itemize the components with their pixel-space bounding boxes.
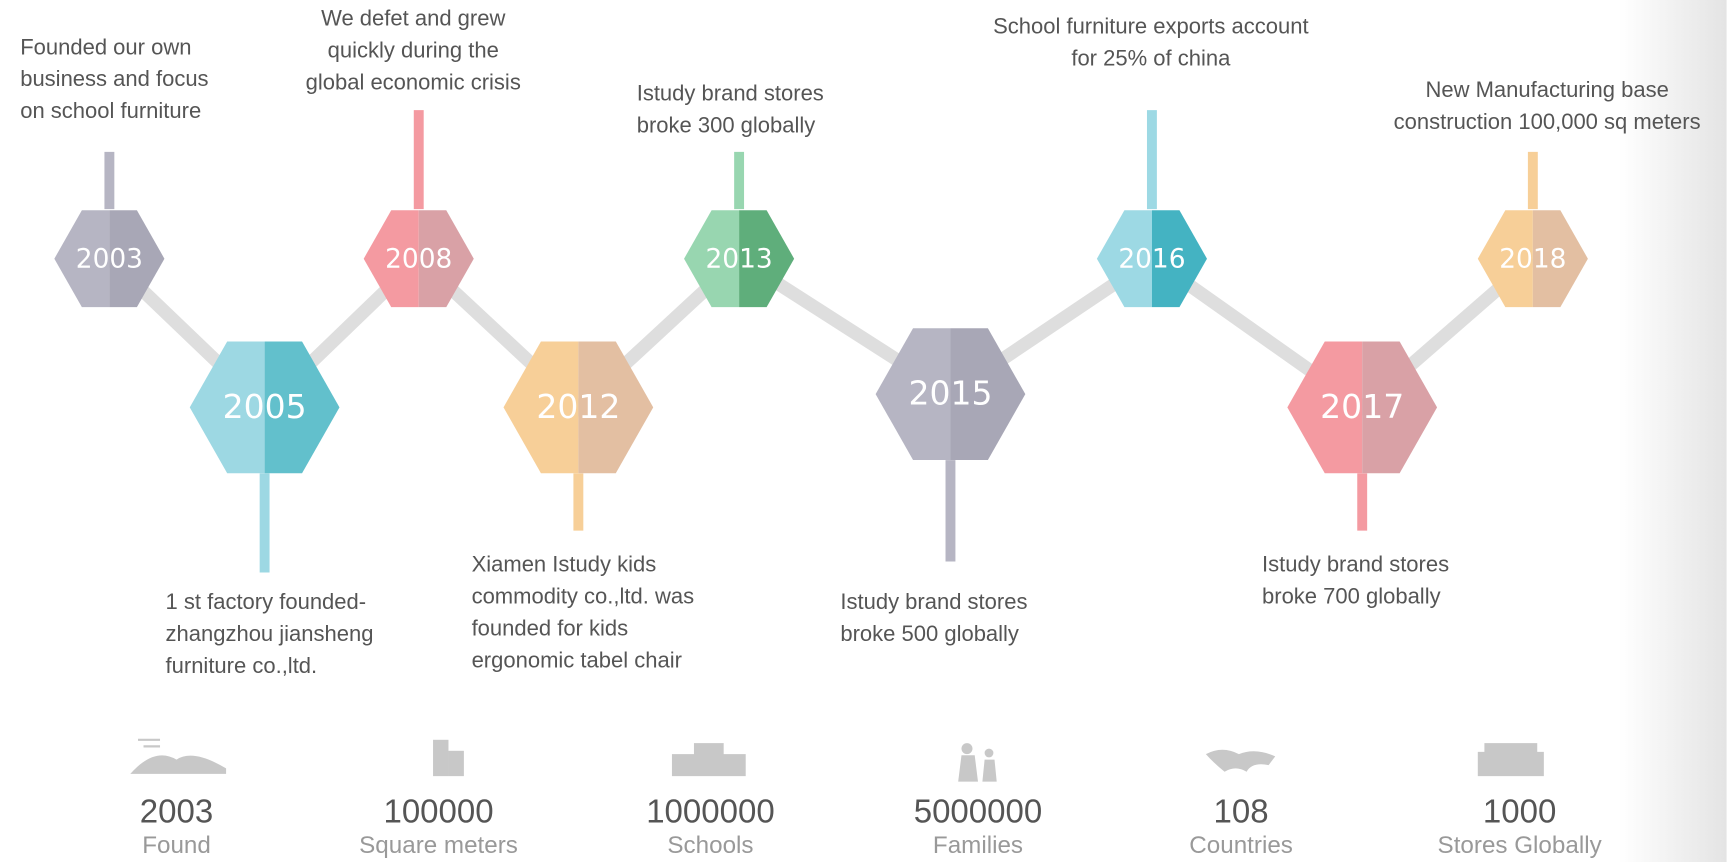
stat-value: 1000000 xyxy=(646,792,775,829)
event-text: broke 700 globally xyxy=(1262,584,1441,609)
hex-right xyxy=(739,210,795,308)
event-text: We defet and grew xyxy=(321,6,505,31)
hex-left xyxy=(503,341,579,474)
icon-family xyxy=(961,743,973,755)
event-text: Founded our own xyxy=(20,34,191,59)
event-text: zhangzhou jiansheng xyxy=(166,621,374,646)
timeline: 2003 Founded our own business and focus on … xyxy=(20,6,1700,678)
stat-value: 2003 xyxy=(140,792,213,829)
stat-value: 100000 xyxy=(383,792,493,829)
hex-right xyxy=(1532,210,1588,308)
hex-left xyxy=(189,341,265,474)
edge-shade xyxy=(1618,0,1727,862)
event-text: on school furniture xyxy=(20,98,201,123)
icon-school xyxy=(693,743,724,757)
stat-value: 5000000 xyxy=(914,792,1043,829)
event-text: commodity co.,ltd. was xyxy=(472,584,695,609)
stat-label: Square meters xyxy=(359,832,518,859)
event-text: Xiamen Istudy kids xyxy=(472,552,657,577)
event-text: Istudy brand stores xyxy=(840,589,1027,614)
stat-label: Found xyxy=(142,832,211,859)
stat-value: 108 xyxy=(1214,792,1269,829)
event-text: 1 st factory founded- xyxy=(166,589,367,614)
event-text: furniture co.,ltd. xyxy=(166,653,318,678)
icon-world xyxy=(1205,749,1276,772)
hex-right xyxy=(109,210,165,308)
event-text: Istudy brand stores xyxy=(1262,552,1449,577)
event-text: broke 500 globally xyxy=(840,621,1019,646)
event-text: founded for kids xyxy=(472,616,629,641)
icon-cloud xyxy=(138,738,161,748)
hex-right xyxy=(578,341,654,474)
year: 2013 xyxy=(705,243,772,274)
year: 2017 xyxy=(1320,387,1404,426)
stat-label: Stores Globally xyxy=(1438,832,1603,859)
event-text: for 25% of china xyxy=(1071,45,1231,70)
hex-left xyxy=(684,210,740,308)
event-text: ergonomic tabel chair xyxy=(472,647,682,672)
event-text: New Manufacturing base xyxy=(1425,77,1668,102)
stat-label: Schools xyxy=(667,832,753,859)
hex-right xyxy=(1151,210,1207,308)
hex-left xyxy=(363,210,419,308)
hex-left xyxy=(1287,341,1363,474)
stat-label: Families xyxy=(933,832,1023,859)
stat-icons xyxy=(130,738,1544,782)
year: 2012 xyxy=(536,387,620,426)
hex-left xyxy=(54,210,110,308)
event-text: quickly during the xyxy=(328,38,499,63)
hex-right xyxy=(264,341,340,474)
year: 2008 xyxy=(385,243,452,274)
icon-family xyxy=(958,755,997,782)
year: 2003 xyxy=(76,243,143,274)
hex-left xyxy=(1477,210,1533,308)
year: 2015 xyxy=(908,374,992,413)
hex-right xyxy=(950,328,1026,460)
icon-building xyxy=(448,750,464,777)
event-text: global economic crisis xyxy=(306,69,521,94)
event-text: construction 100,000 sq meters xyxy=(1394,109,1701,134)
event-text: business and focus xyxy=(20,66,208,91)
stat-value: 1000 xyxy=(1483,792,1556,829)
icon-mountain xyxy=(130,755,227,774)
icon-building xyxy=(433,739,449,777)
event-text: School furniture exports account xyxy=(993,13,1309,38)
hex-left xyxy=(875,328,951,460)
icon-store xyxy=(1477,743,1544,777)
event-text: broke 300 globally xyxy=(637,112,816,137)
icon-school xyxy=(671,754,746,777)
year: 2018 xyxy=(1499,243,1566,274)
hex-right xyxy=(1362,341,1438,474)
stat-label: Countries xyxy=(1189,832,1293,859)
year: 2005 xyxy=(223,387,307,426)
event-text: Istudy brand stores xyxy=(637,80,824,105)
icon-family xyxy=(984,748,994,758)
year: 2016 xyxy=(1118,243,1185,274)
